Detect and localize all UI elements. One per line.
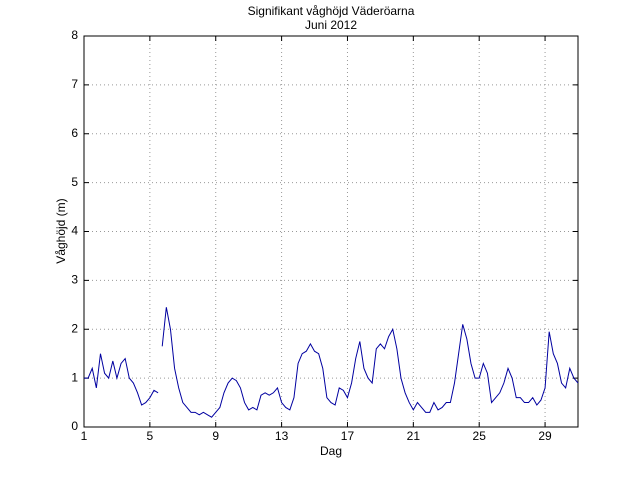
x-tick-label: 29	[538, 429, 552, 443]
y-tick-label: 5	[71, 175, 78, 189]
chart-title: Signifikant våghöjd Väderöarna	[248, 4, 415, 18]
y-tick-label: 8	[71, 28, 78, 42]
data-line	[84, 307, 579, 418]
y-tick-label: 0	[71, 419, 78, 433]
x-tick-label: 17	[341, 429, 355, 443]
x-tick-label: 21	[407, 429, 421, 443]
y-tick-label: 1	[71, 370, 78, 384]
x-tick-label: 25	[473, 429, 487, 443]
x-axis-label: Dag	[320, 444, 342, 458]
plot-frame	[83, 35, 579, 428]
x-tick-label: 1	[81, 429, 88, 443]
x-tick-label: 5	[147, 429, 154, 443]
chart-subtitle: Juni 2012	[305, 18, 357, 32]
y-axis-label: Våghöjd (m)	[54, 198, 68, 263]
x-tick-label: 9	[212, 429, 219, 443]
y-tick-label: 3	[71, 273, 78, 287]
x-tick-label: 13	[275, 429, 289, 443]
y-tick-label: 2	[71, 321, 78, 335]
y-tick-label: 7	[71, 77, 78, 91]
y-tick-label: 6	[71, 126, 78, 140]
y-tick-label: 4	[71, 224, 78, 238]
